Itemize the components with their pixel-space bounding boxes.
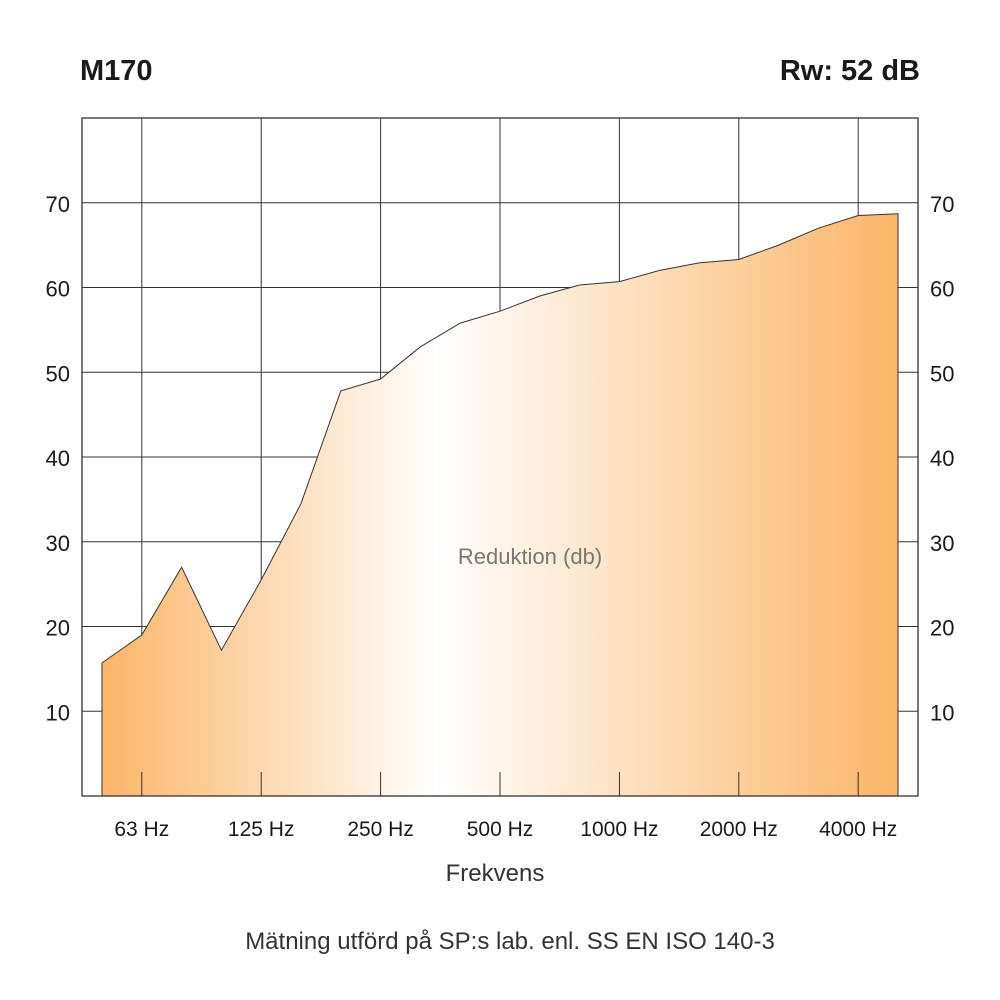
y-tick-right-70: 70 [930,192,954,217]
y-tick-right-40: 40 [930,446,954,471]
y-tick-left-70: 70 [46,192,70,217]
x-tick-label-2: 250 Hz [347,818,414,841]
y-tick-right-60: 60 [930,277,954,302]
x-tick-label-5: 2000 Hz [700,818,778,841]
x-tick-label-3: 500 Hz [467,818,534,841]
reduction-annotation: Reduktion (db) [458,544,602,569]
y-tick-left-40: 40 [46,446,70,471]
x-tick-label-0: 63 Hz [114,818,169,841]
measurement-caption: Mätning utförd på SP:s lab. enl. SS EN I… [245,928,775,955]
x-tick-label-4: 1000 Hz [580,818,658,841]
y-tick-left-30: 30 [46,531,70,556]
plot-frame [81,117,919,797]
y-tick-left-20: 20 [46,616,70,641]
y-tick-left-10: 10 [46,700,70,725]
y-tick-right-20: 20 [930,616,954,641]
reduction-area [102,213,898,797]
x-tick-label-6: 4000 Hz [819,818,897,841]
y-tick-left-50: 50 [46,361,70,386]
x-axis-label: Frekvens [445,860,545,887]
y-tick-right-50: 50 [930,361,954,386]
x-tick-label-1: 125 Hz [228,818,295,841]
y-tick-right-30: 30 [930,531,954,556]
chart-title: M170 [80,55,153,87]
y-tick-right-10: 10 [930,700,954,725]
y-tick-left-60: 60 [46,277,70,302]
reduction-curve [101,213,899,796]
rw-rating: Rw: 52 dB [779,55,920,87]
